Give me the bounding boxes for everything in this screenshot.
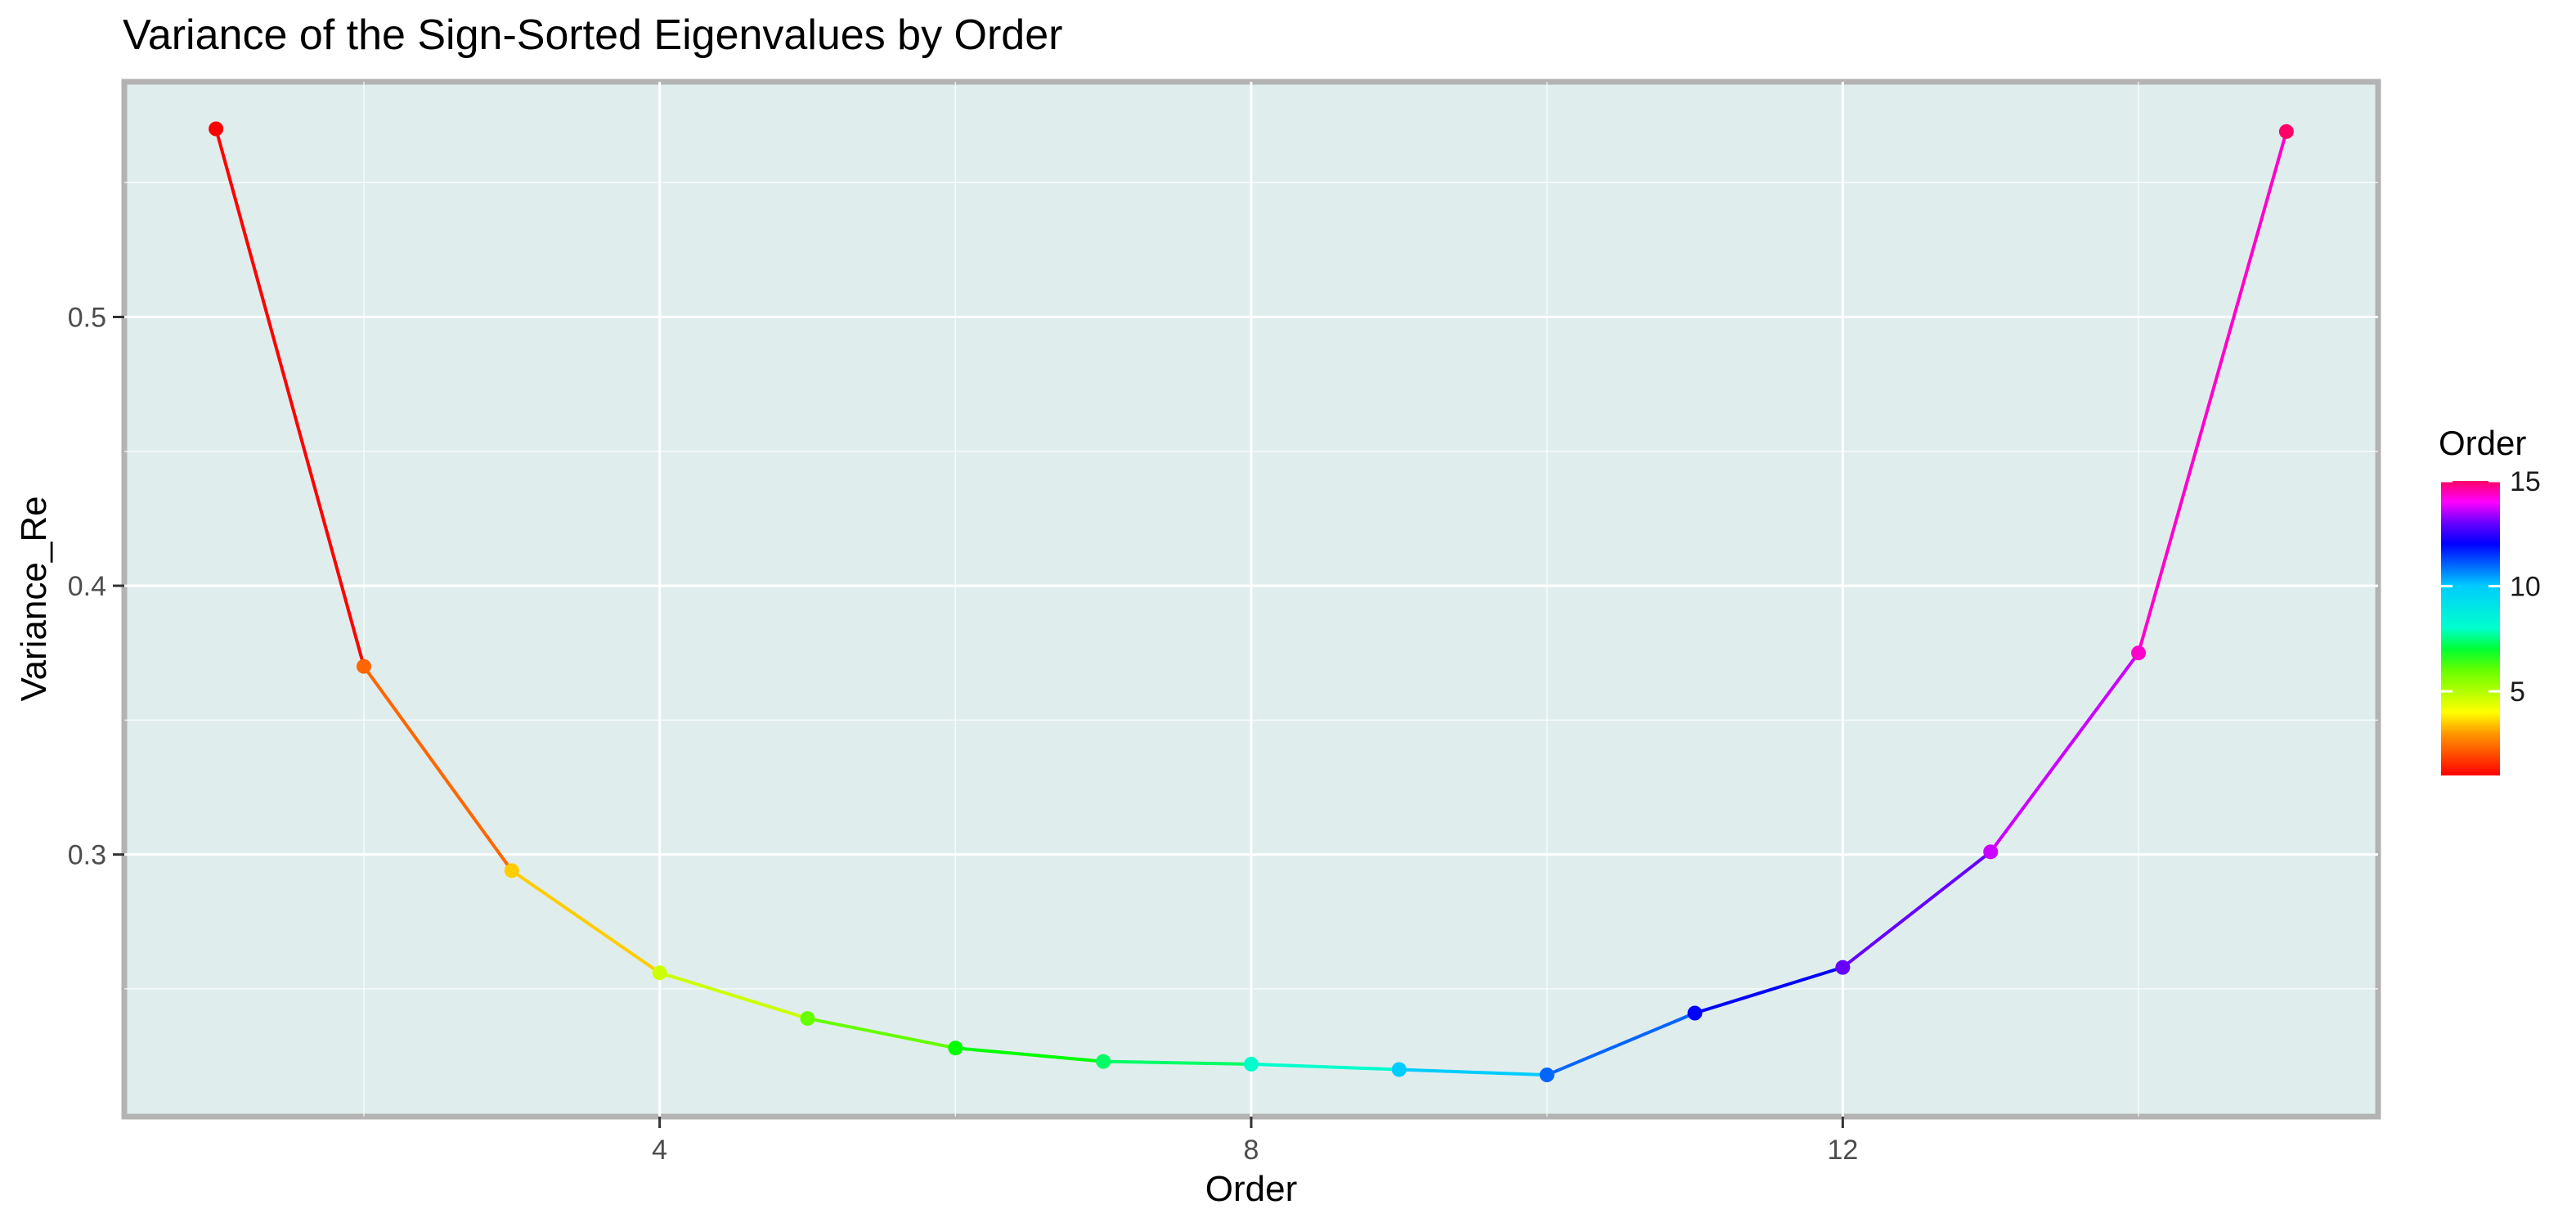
chart-title: Variance of the Sign-Sorted Eigenvalues … bbox=[123, 11, 1062, 59]
legend-ticks: 5 10 15 bbox=[2441, 466, 2541, 708]
data-point bbox=[1983, 844, 1999, 860]
legend-tick-label: 5 bbox=[2510, 676, 2525, 708]
data-point bbox=[1244, 1056, 1259, 1072]
x-axis-ticks: 4 8 12 bbox=[652, 1117, 1858, 1166]
data-point bbox=[1539, 1067, 1555, 1083]
line-segment bbox=[1545, 1011, 1697, 1077]
series-line bbox=[214, 127, 2288, 1077]
line-segment bbox=[509, 869, 662, 975]
x-tick-label: 4 bbox=[652, 1135, 667, 1166]
grid-lines bbox=[124, 82, 2378, 1117]
line-segment bbox=[1841, 850, 1993, 969]
x-axis-title: Order bbox=[1205, 1169, 1297, 1209]
data-point bbox=[1835, 960, 1851, 975]
data-point bbox=[948, 1040, 963, 1056]
y-tick-label: 0.3 bbox=[68, 840, 106, 871]
data-point bbox=[1096, 1054, 1111, 1069]
line-segment bbox=[1693, 965, 1845, 1015]
legend-colorbar bbox=[2441, 481, 2500, 775]
legend-title: Order bbox=[2439, 424, 2526, 462]
y-tick-label: 0.4 bbox=[68, 571, 106, 602]
x-tick-label: 12 bbox=[1827, 1135, 1858, 1166]
line-segment bbox=[2137, 129, 2288, 655]
y-tick-label: 0.5 bbox=[68, 303, 106, 334]
legend-tick-label: 10 bbox=[2510, 572, 2541, 603]
line-segment bbox=[954, 1046, 1106, 1063]
data-point bbox=[356, 658, 371, 674]
data-point bbox=[2278, 124, 2294, 139]
line-segment bbox=[1989, 651, 2141, 854]
line-segment bbox=[214, 127, 366, 668]
line-segment bbox=[1250, 1062, 1401, 1072]
line-segment bbox=[657, 971, 810, 1021]
data-point bbox=[2131, 645, 2147, 661]
series-points bbox=[209, 121, 2294, 1083]
x-tick-label: 8 bbox=[1244, 1135, 1259, 1166]
data-point bbox=[800, 1011, 815, 1027]
legend-tick-label: 15 bbox=[2510, 466, 2541, 497]
data-point bbox=[1687, 1005, 1703, 1021]
line-segment bbox=[806, 1017, 958, 1050]
y-axis-ticks: 0.3 0.4 0.5 bbox=[68, 303, 124, 871]
y-axis-title: Variance_Re bbox=[14, 496, 54, 701]
data-point bbox=[652, 965, 667, 981]
data-point bbox=[504, 863, 519, 879]
legend: Order 5 10 15 bbox=[2439, 424, 2541, 775]
line-segment bbox=[1102, 1059, 1253, 1066]
data-point bbox=[1391, 1062, 1407, 1077]
line-segment bbox=[1397, 1067, 1549, 1077]
line-segment bbox=[361, 664, 514, 873]
data-point bbox=[209, 121, 224, 137]
